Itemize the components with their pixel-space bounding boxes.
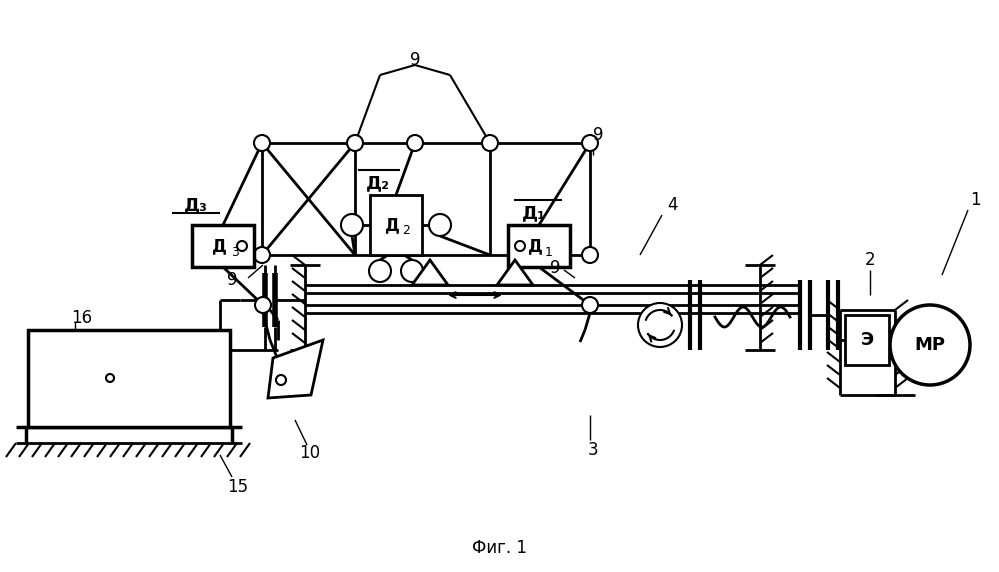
Bar <box>370 195 422 255</box>
Text: 9: 9 <box>227 271 237 289</box>
Circle shape <box>638 303 682 347</box>
Text: Фиг. 1: Фиг. 1 <box>472 539 526 557</box>
Text: 2: 2 <box>402 224 410 237</box>
Text: 9: 9 <box>592 126 603 144</box>
Bar <box>192 225 254 267</box>
Text: Э: Э <box>860 331 873 349</box>
Circle shape <box>515 241 525 251</box>
Circle shape <box>106 374 114 382</box>
Polygon shape <box>412 260 448 285</box>
Bar <box>28 330 230 427</box>
Text: 3: 3 <box>231 245 239 259</box>
Text: 1: 1 <box>970 191 980 209</box>
Circle shape <box>582 297 598 313</box>
Text: 1: 1 <box>545 245 552 259</box>
Text: 15: 15 <box>228 478 249 496</box>
Text: Д₁: Д₁ <box>522 204 546 222</box>
Text: МР: МР <box>914 336 945 354</box>
Circle shape <box>237 241 247 251</box>
Circle shape <box>401 260 423 282</box>
Circle shape <box>582 247 598 263</box>
Circle shape <box>482 135 498 151</box>
Text: Д: Д <box>527 237 542 255</box>
Polygon shape <box>497 260 533 285</box>
Circle shape <box>341 214 363 236</box>
Circle shape <box>407 135 423 151</box>
Bar <box>508 225 570 267</box>
Circle shape <box>582 135 598 151</box>
Circle shape <box>254 135 270 151</box>
Circle shape <box>255 297 271 313</box>
Circle shape <box>276 375 286 385</box>
Text: 4: 4 <box>666 196 677 214</box>
Text: Д₂: Д₂ <box>366 174 390 192</box>
Text: Д₃: Д₃ <box>184 196 208 214</box>
Polygon shape <box>268 340 323 398</box>
Text: 9: 9 <box>549 259 560 277</box>
Bar <box>845 315 889 365</box>
Text: 10: 10 <box>300 444 321 462</box>
Circle shape <box>347 135 363 151</box>
Text: 16: 16 <box>72 309 93 327</box>
Text: 2: 2 <box>865 251 875 269</box>
Circle shape <box>254 247 270 263</box>
Circle shape <box>369 260 391 282</box>
Text: 9: 9 <box>410 51 421 69</box>
Circle shape <box>429 214 451 236</box>
Text: Д: Д <box>212 237 227 255</box>
Circle shape <box>890 305 970 385</box>
Text: 3: 3 <box>587 441 598 459</box>
Text: Д: Д <box>385 216 400 234</box>
